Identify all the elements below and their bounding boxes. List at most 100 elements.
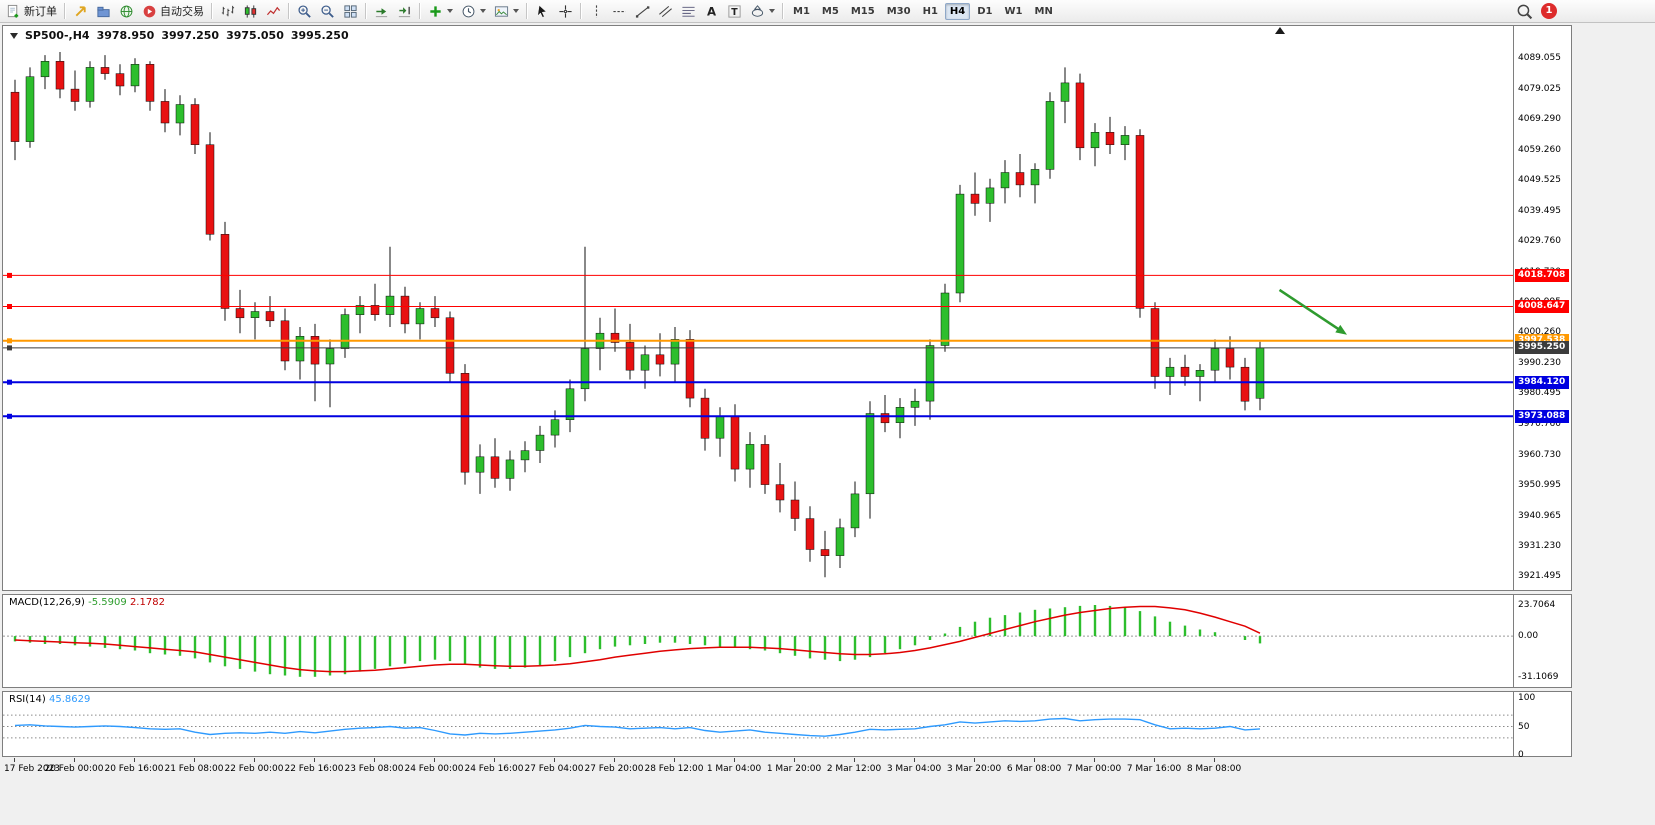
main-chart-canvas[interactable] [3, 26, 1514, 590]
auto-trading-button[interactable]: 自动交易 [138, 1, 208, 22]
channel-button[interactable] [654, 1, 677, 22]
horizontal-line-object[interactable] [3, 338, 1513, 344]
time-tick [674, 758, 675, 762]
crosshair-button[interactable] [554, 1, 577, 22]
shapes-icon [751, 4, 764, 17]
time-label: 1 Mar 20:00 [766, 764, 822, 774]
macd-histogram [13, 605, 1262, 677]
candles-icon [244, 4, 257, 18]
dropdown-arrow-icon [447, 9, 453, 13]
crosshair-icon [559, 4, 572, 18]
time-label: 7 Mar 00:00 [1066, 764, 1122, 774]
horizontal-line-object[interactable] [3, 413, 1513, 419]
chart-collapse-icon[interactable] [10, 32, 18, 39]
profiles-button[interactable] [92, 1, 115, 22]
label-button[interactable]: T [723, 1, 746, 22]
horizontal-line-button[interactable] [608, 1, 631, 22]
tile-icon [344, 4, 357, 18]
timeframe-m15-button[interactable]: M15 [850, 5, 875, 17]
notification-badge[interactable]: 1 [1541, 3, 1557, 19]
chart-shift-marker[interactable] [1275, 27, 1285, 34]
time-label: 3 Mar 20:00 [946, 764, 1002, 774]
autoscroll-icon [375, 7, 388, 17]
macd-label: MACD(12,26,9) -5.5909 2.1782 [9, 597, 165, 608]
line-chart-button[interactable] [262, 1, 285, 22]
time-label: 21 Feb 08:00 [164, 764, 224, 774]
template-icon [494, 5, 509, 17]
timeframe-mn-button[interactable]: MN [1034, 5, 1053, 17]
timeframe-w1-button[interactable]: W1 [1004, 5, 1023, 17]
price-tick: 3970.760 [1518, 419, 1561, 429]
auto-scroll-button[interactable] [370, 1, 393, 22]
price-tick: 4029.760 [1518, 236, 1561, 246]
hline-price-label: 3984.120 [1515, 376, 1569, 389]
chart-low: 3975.050 [226, 29, 284, 42]
cursor-button[interactable] [531, 1, 554, 22]
rsi-levels [3, 714, 1513, 739]
time-label: 7 Mar 16:00 [1126, 764, 1182, 774]
toolbar-separator [211, 3, 213, 19]
templates-button[interactable] [490, 1, 523, 22]
shapes-button[interactable] [746, 1, 779, 22]
chart-shift-button[interactable] [393, 1, 416, 22]
hline-price-label: 4008.647 [1515, 300, 1569, 313]
bars-icon [221, 5, 235, 16]
time-axis[interactable]: 17 Feb 2023 20 Feb 00:00 20 Feb 16:00 21 Fe… [2, 758, 1572, 779]
macd-main-value: -5.5909 [88, 597, 127, 608]
time-tick [1154, 758, 1155, 762]
price-tick: 3980.495 [1518, 388, 1561, 398]
text-button[interactable]: A [700, 1, 723, 22]
macd-panel: MACD(12,26,9) -5.5909 2.1782 23.7064 0.00… [2, 594, 1572, 688]
indicator-plus-icon [430, 5, 441, 17]
time-tick [854, 758, 855, 762]
price-axis[interactable]: 4089.055 4079.025 4069.290 4059.260 4049.525… [1514, 26, 1572, 590]
horizontal-line-object[interactable] [3, 345, 1513, 351]
vertical-line-button[interactable] [585, 1, 608, 22]
timeframe-m1-button[interactable]: M1 [793, 5, 810, 17]
zoom-out-button[interactable] [316, 1, 339, 22]
timeframe-d1-button[interactable]: D1 [977, 5, 993, 17]
arrow-annotation[interactable] [1278, 288, 1348, 335]
horizontal-line-object[interactable] [3, 304, 1513, 309]
svg-text:A: A [707, 4, 716, 18]
chart-close: 3995.250 [290, 29, 349, 42]
horizontal-line-object[interactable] [3, 272, 1513, 278]
community-button[interactable] [115, 1, 138, 22]
trendline-button[interactable] [631, 1, 654, 22]
timeframe-h1-button[interactable]: H1 [922, 5, 938, 17]
rsi-name: RSI(14) [9, 694, 46, 705]
zoom-in-icon [298, 4, 311, 18]
time-label: 27 Feb 04:00 [524, 764, 584, 774]
new-order-button[interactable]: 新订单 [2, 1, 61, 22]
price-tick: 3960.730 [1518, 450, 1561, 460]
time-label: 20 Feb 00:00 [44, 764, 104, 774]
price-tick: 4069.290 [1518, 114, 1561, 124]
bar-chart-button[interactable] [216, 1, 239, 22]
toolbar-separator [288, 3, 290, 19]
rsi-panel: RSI(14) 45.8629 100 50 0 [2, 691, 1572, 760]
horizontal-line-object[interactable] [3, 379, 1513, 385]
time-label: 8 Mar 08:00 [1186, 764, 1242, 774]
indicators-button[interactable] [424, 1, 457, 22]
rsi-canvas[interactable] [3, 692, 1514, 756]
fibonacci-button[interactable] [677, 1, 700, 22]
rsi-value: 45.8629 [48, 694, 91, 705]
macd-axis[interactable]: 23.7064 0.00 -31.1069 [1514, 595, 1572, 687]
macd-canvas[interactable] [3, 595, 1514, 687]
tile-windows-button[interactable] [339, 1, 362, 22]
timeframe-m30-button[interactable]: M30 [886, 5, 911, 17]
macd-tick: 0.00 [1518, 631, 1539, 641]
rsi-tick: 0 [1518, 750, 1524, 760]
time-tick [1094, 758, 1095, 762]
periods-button[interactable] [457, 1, 490, 22]
candle-chart-button[interactable] [239, 1, 262, 22]
timeframe-m5-button[interactable]: M5 [821, 5, 839, 17]
price-tick: 4089.055 [1518, 53, 1561, 63]
market-button[interactable] [69, 1, 92, 22]
search-button[interactable] [1516, 3, 1533, 20]
timeframe-h4-button[interactable]: H4 [944, 2, 971, 20]
rsi-axis[interactable]: 100 50 0 [1514, 692, 1572, 760]
text-a-icon: A [707, 4, 716, 18]
dropdown-arrow-icon [769, 9, 775, 13]
zoom-in-button[interactable] [293, 1, 316, 22]
